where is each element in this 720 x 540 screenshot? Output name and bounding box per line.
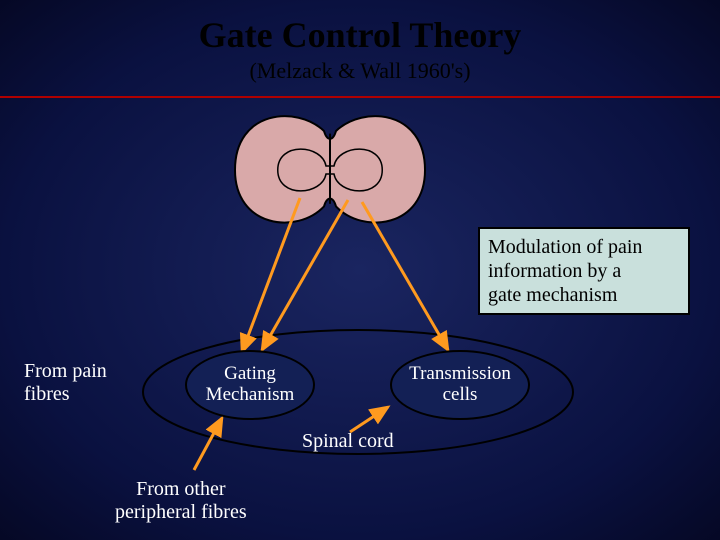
title-block: Gate Control Theory (Melzack & Wall 1960…	[0, 14, 720, 84]
info-line: gate mechanism	[488, 283, 680, 307]
page-subtitle: (Melzack & Wall 1960's)	[0, 58, 720, 84]
from-pain-fibres-label: From pain fibres	[24, 360, 107, 406]
transmission-cells-node: Transmission cells	[390, 350, 530, 420]
modulation-info-box: Modulation of pain information by a gate…	[478, 227, 690, 315]
info-line: Modulation of pain	[488, 235, 680, 259]
from-other-fibres-label: From other peripheral fibres	[115, 478, 247, 524]
page-title: Gate Control Theory	[0, 14, 720, 56]
gating-mechanism-node: Gating Mechanism	[185, 350, 315, 420]
spinal-cord-shape	[235, 116, 425, 222]
title-underline	[0, 96, 720, 98]
info-line: information by a	[488, 259, 680, 283]
spinal-cord-label: Spinal cord	[302, 430, 394, 453]
